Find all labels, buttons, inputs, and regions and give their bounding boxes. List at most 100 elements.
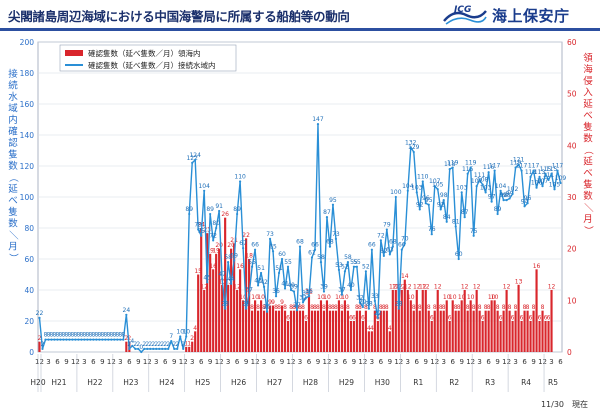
line-data-label: 73: [266, 231, 274, 238]
bar-data-label: 8: [541, 304, 545, 311]
bar-territorial-sea: [361, 321, 364, 352]
line-point: [526, 202, 529, 205]
bar-territorial-sea: [337, 300, 341, 352]
bar-territorial-sea: [445, 300, 448, 352]
month-tick-label: 12: [251, 358, 260, 366]
line-data-label: 87: [323, 209, 331, 216]
line-data-label: 52: [362, 263, 370, 270]
line-data-label: 59: [230, 253, 238, 260]
line-point: [176, 347, 179, 350]
line-data-label: 10: [182, 329, 190, 336]
bar-territorial-sea: [403, 279, 406, 352]
line-point: [544, 172, 547, 175]
line-data-label: 8: [109, 332, 113, 339]
line-data-label: 72: [377, 232, 385, 239]
line-data-label: 2: [136, 341, 140, 348]
line-point: [397, 307, 400, 310]
left-axis-label-char: 内: [8, 114, 18, 126]
line-point: [77, 338, 80, 341]
line-data-label: 68: [296, 239, 304, 246]
left-tick-label: 80: [24, 224, 34, 233]
line-point: [523, 205, 526, 208]
bar-territorial-sea: [520, 321, 523, 352]
line-point: [436, 188, 439, 191]
bar-data-label: 4: [370, 325, 374, 332]
bar-data-label: 8: [412, 304, 416, 311]
line-data-label: 117: [552, 163, 564, 170]
line-point: [86, 338, 89, 341]
line-data-label: 2: [163, 341, 167, 348]
year-label: H24: [159, 378, 174, 387]
line-point: [463, 216, 466, 219]
line-data-label: 58: [317, 254, 325, 261]
line-data-label: 2: [172, 341, 176, 348]
bar-data-label: 1: [184, 340, 188, 347]
left-axis-label-char: ）: [7, 253, 19, 263]
bar-territorial-sea: [322, 310, 326, 352]
bar-data-label: 10: [251, 294, 259, 301]
left-axis-label-char: （: [7, 173, 19, 183]
bar-data-label: 6: [538, 315, 542, 322]
month-tick-label: 12: [179, 358, 188, 366]
line-point: [322, 290, 326, 293]
line-point: [517, 163, 520, 166]
right-tick-label: 50: [567, 90, 577, 99]
line-data-label: 102: [507, 186, 519, 193]
line-data-label: 29: [359, 299, 367, 306]
bar-data-label: 8: [523, 304, 527, 311]
line-point: [41, 347, 44, 350]
left-tick-label: 0: [29, 348, 34, 357]
bar-data-label: 6: [529, 315, 533, 322]
year-label: R3: [485, 378, 495, 387]
line-point: [218, 209, 221, 213]
bar-territorial-sea: [325, 300, 329, 352]
line-data-label: 47: [218, 271, 226, 278]
right-axis-label-char: べ: [583, 111, 593, 122]
bar-territorial-sea: [188, 346, 191, 352]
line-data-label: 2: [157, 341, 161, 348]
line-data-label: 79: [194, 222, 202, 229]
line-point: [155, 347, 158, 350]
line-data-label: 89: [494, 206, 502, 213]
line-point: [250, 265, 254, 268]
bar-data-label: 10: [335, 294, 343, 301]
bar-data-label: 8: [274, 304, 278, 311]
line-point: [256, 284, 260, 287]
month-tick-label: 3: [190, 358, 194, 366]
bar-territorial-sea: [484, 310, 487, 352]
bar-data-label: 13: [515, 278, 523, 285]
bar-data-label: 10: [443, 294, 451, 301]
line-point: [490, 200, 493, 203]
line-data-label: 2: [160, 341, 164, 348]
line-data-label: 117: [516, 163, 528, 170]
bar-territorial-sea: [200, 228, 203, 352]
bar-territorial-sea: [224, 217, 227, 352]
line-data-label: 39: [290, 284, 298, 291]
line-data-label: 2: [151, 341, 155, 348]
line-data-label: 8: [65, 332, 69, 339]
line-point: [59, 338, 62, 341]
line-point: [412, 150, 415, 154]
line-data-label: 32: [299, 294, 307, 301]
line-point: [472, 234, 475, 237]
bar-territorial-sea: [206, 233, 209, 352]
line-data-label: 98: [440, 192, 448, 199]
bar-data-label: 8: [457, 304, 461, 311]
line-data-label: 94: [521, 198, 529, 205]
line-data-label: 106: [531, 180, 543, 187]
bar-data-label: 8: [313, 304, 317, 311]
bar-territorial-sea: [346, 310, 349, 352]
line-data-label: 32: [356, 294, 364, 301]
bar-territorial-sea: [125, 341, 128, 352]
bar-territorial-sea: [481, 321, 484, 352]
bar-data-label: 12: [392, 284, 400, 291]
line-point: [337, 268, 341, 271]
line-point: [373, 299, 376, 302]
line-data-label: 119: [510, 160, 522, 167]
bar-territorial-sea: [409, 300, 412, 352]
line-data-label: 26: [263, 304, 271, 311]
bar-territorial-sea: [340, 310, 343, 352]
line-data-label: 8: [68, 332, 72, 339]
bar-data-label: 21: [230, 237, 238, 244]
bar-territorial-sea: [239, 269, 242, 352]
